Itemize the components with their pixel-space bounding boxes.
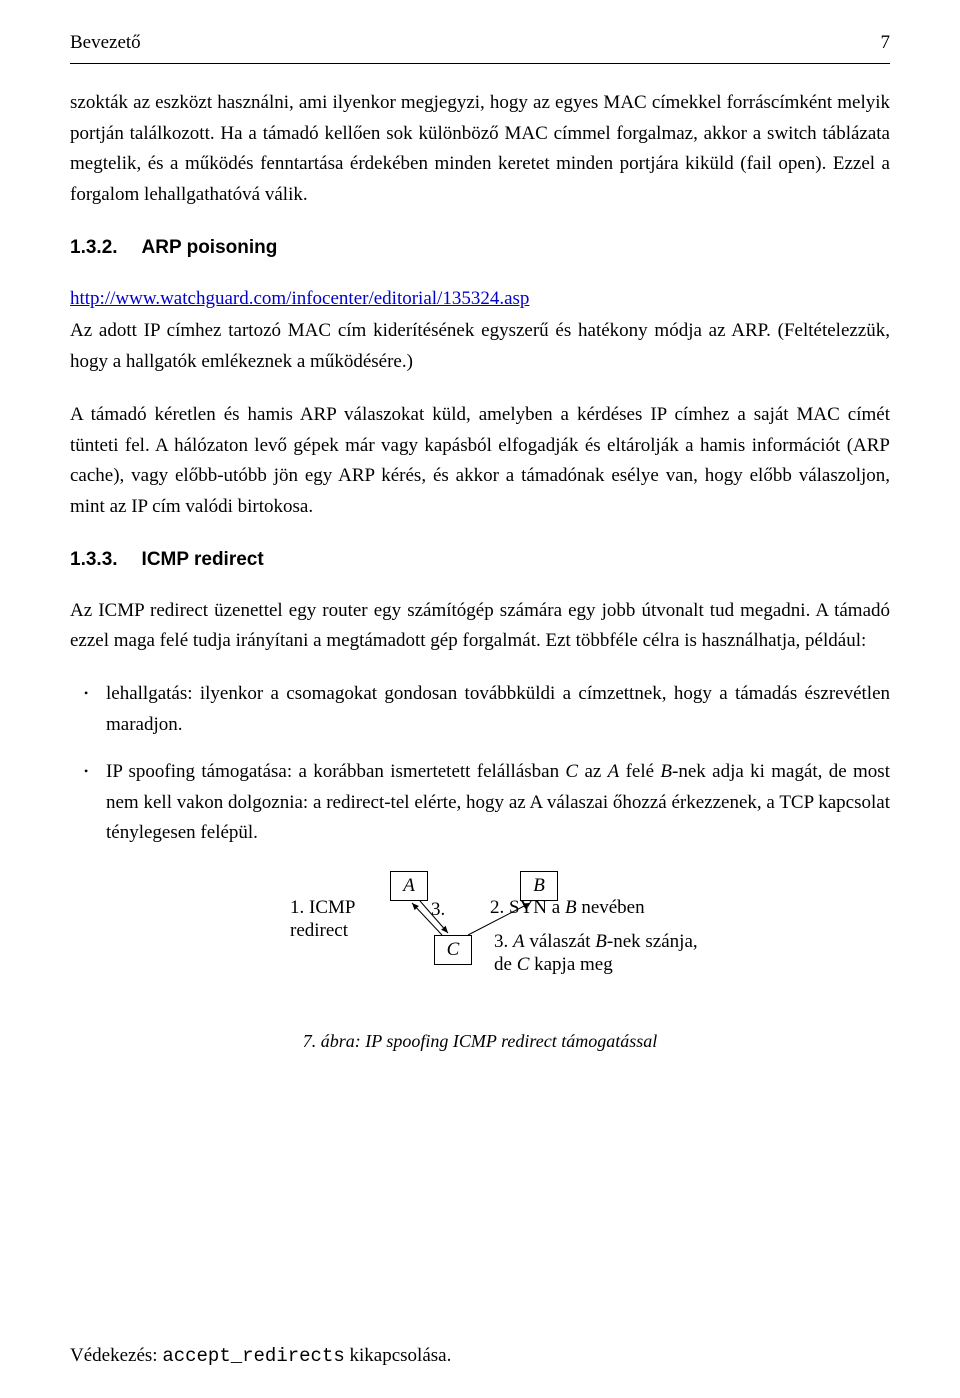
bullet-list: lehallgatás: ilyenkor a csomagokat gondo…: [70, 679, 890, 849]
icmp-diagram: A B C 1. ICMP redirect 3. 2. SYN a B nev…: [220, 871, 740, 1021]
page-number: 7: [881, 28, 891, 59]
paragraph-icmp-1: Az ICMP redirect üzenettel egy router eg…: [70, 596, 890, 658]
heading-132: 1.3.2. ARP poisoning: [70, 233, 890, 264]
paragraph-arp-1: Az adott IP címhez tartozó MAC cím kider…: [70, 316, 890, 378]
header-title: Bevezető: [70, 28, 141, 59]
label-icmp: 1. ICMP redirect: [290, 897, 355, 943]
link-line: http://www.watchguard.com/infocenter/edi…: [70, 284, 890, 315]
heading-133-title: ICMP redirect: [142, 549, 264, 570]
diagram-container: A B C 1. ICMP redirect 3. 2. SYN a B nev…: [70, 871, 890, 1056]
label-three: 3.: [431, 899, 445, 922]
paragraph-intro: szokták az eszközt használni, ami ilyenk…: [70, 88, 890, 211]
paragraph-arp-2: A támadó kéretlen és hamis ARP válaszoka…: [70, 400, 890, 523]
page-header: Bevezető 7: [70, 28, 890, 59]
header-rule: [70, 63, 890, 64]
bullet-2: IP spoofing támogatása: a korábban ismer…: [70, 757, 890, 849]
figure-caption: 7. ábra: IP spoofing ICMP redirect támog…: [70, 1027, 890, 1056]
heading-133-number: 1.3.3.: [70, 549, 118, 570]
bullet-1: lehallgatás: ilyenkor a csomagokat gondo…: [70, 679, 890, 741]
bottom-note: Védekezés: accept_redirects kikapcsolása…: [70, 1341, 451, 1372]
heading-132-number: 1.3.2.: [70, 237, 118, 258]
heading-132-title: ARP poisoning: [142, 237, 278, 258]
heading-133: 1.3.3. ICMP redirect: [70, 545, 890, 576]
label-reply: 3. A válaszát B-nek szánja, de C kapja m…: [494, 931, 698, 977]
arp-link[interactable]: http://www.watchguard.com/infocenter/edi…: [70, 288, 529, 309]
label-syn: 2. SYN a B nevében: [490, 897, 645, 920]
